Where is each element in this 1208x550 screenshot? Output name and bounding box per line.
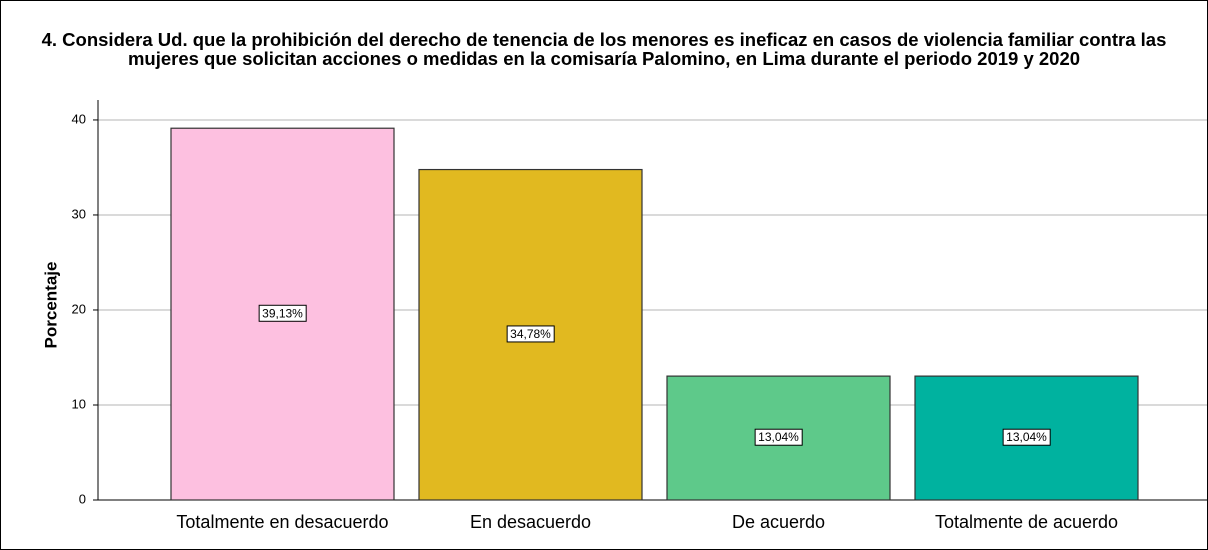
data-label: 13,04%: [758, 430, 799, 444]
y-tick-label: 0: [79, 491, 86, 506]
chart-title: 4. Considera Ud. que la prohibición del …: [41, 29, 1167, 69]
data-label: 13,04%: [1006, 430, 1047, 444]
y-axis-label: Porcentaje: [41, 262, 60, 349]
data-label-box: [1002, 428, 1051, 446]
data-label: 34,78%: [510, 327, 551, 341]
x-tick-label: Totalmente en desacuerdo: [176, 512, 389, 532]
data-label-box: [506, 325, 555, 343]
y-tick-label: 30: [72, 206, 86, 221]
y-tick-label: 40: [72, 111, 86, 126]
y-tick-label: 20: [72, 301, 86, 316]
data-label-box: [754, 428, 803, 446]
data-label: 39,13%: [262, 306, 303, 320]
x-tick-label: En desacuerdo: [469, 512, 592, 532]
x-tick-label: Totalmente de acuerdo: [934, 512, 1119, 532]
data-label-box: [258, 304, 307, 322]
y-tick-label: 10: [72, 396, 86, 411]
x-tick-label: De acuerdo: [731, 512, 826, 532]
